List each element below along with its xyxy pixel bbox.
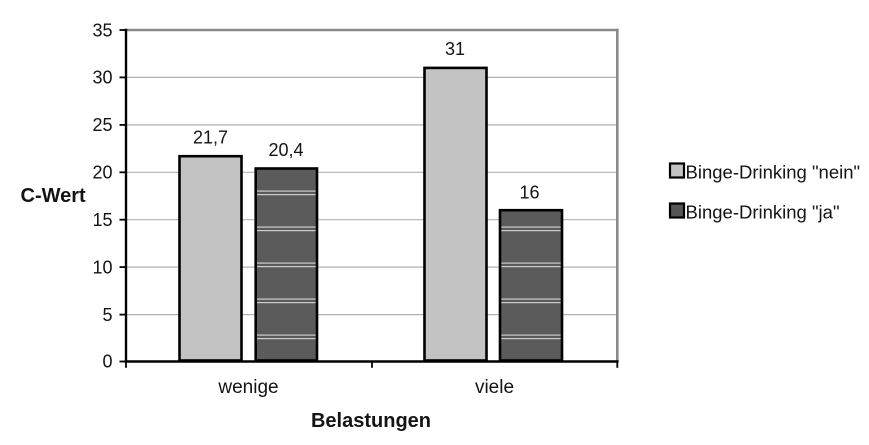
svg-text:35: 35 — [92, 20, 112, 40]
svg-text:16: 16 — [519, 183, 539, 203]
svg-text:25: 25 — [92, 115, 112, 135]
svg-text:15: 15 — [92, 210, 112, 230]
svg-text:0: 0 — [102, 351, 112, 371]
svg-text:31: 31 — [445, 39, 465, 59]
svg-text:5: 5 — [102, 305, 112, 325]
svg-text:Binge-Drinking "ja": Binge-Drinking "ja" — [686, 201, 840, 222]
svg-text:10: 10 — [92, 257, 112, 277]
svg-text:C-Wert: C-Wert — [21, 185, 87, 207]
svg-text:wenige: wenige — [217, 377, 278, 398]
svg-text:Binge-Drinking "nein": Binge-Drinking "nein" — [686, 161, 861, 182]
svg-text:20: 20 — [92, 163, 112, 183]
svg-text:30: 30 — [92, 68, 112, 88]
svg-text:20,4: 20,4 — [268, 140, 303, 160]
svg-text:21,7: 21,7 — [193, 128, 228, 148]
svg-text:viele: viele — [475, 377, 514, 398]
svg-text:Belastungen: Belastungen — [311, 410, 431, 432]
